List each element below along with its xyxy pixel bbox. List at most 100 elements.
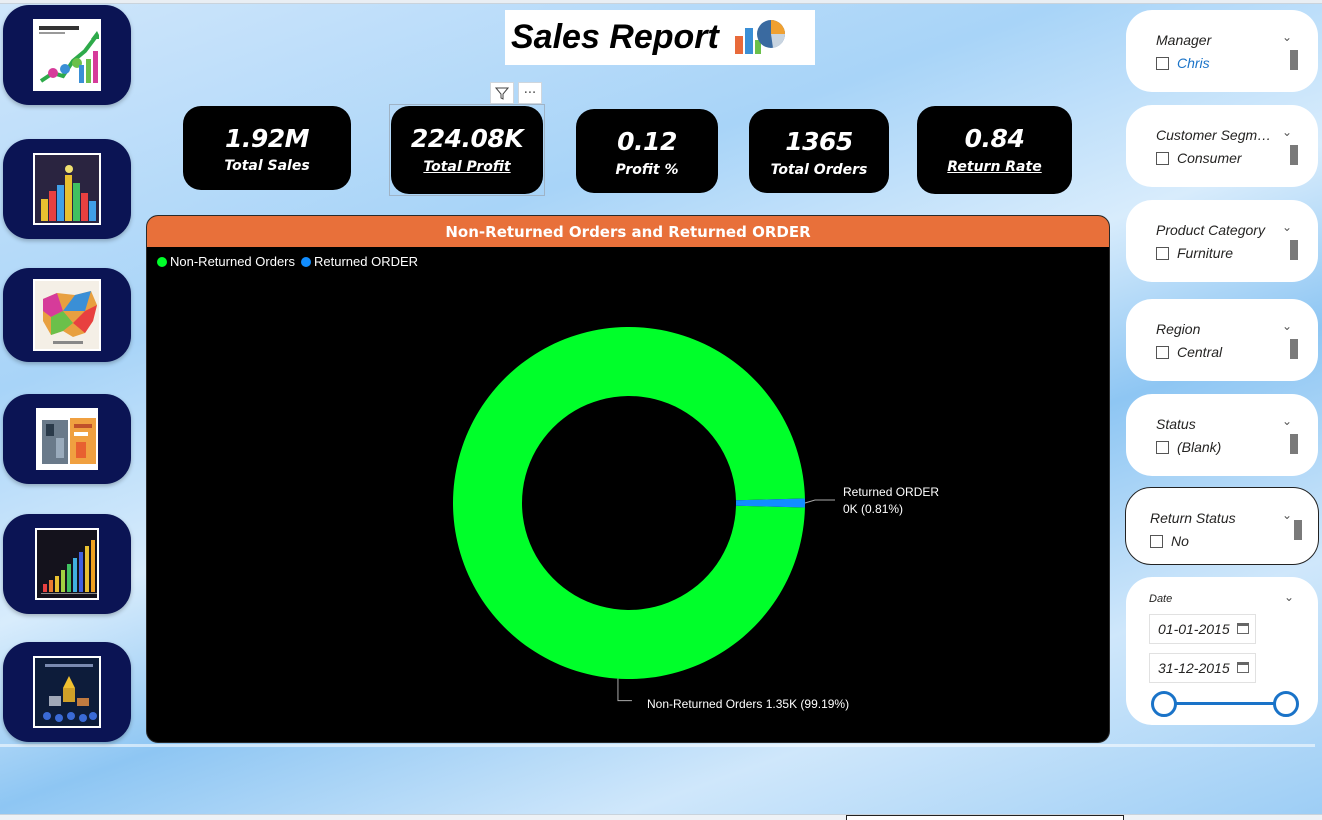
donut-slice-non-returned[interactable]: [453, 327, 805, 679]
slicer-option[interactable]: Consumer: [1177, 150, 1242, 166]
date-range-end-handle[interactable]: [1273, 691, 1299, 717]
slicer-title: Product Category: [1156, 222, 1265, 238]
slicer-option[interactable]: Chris: [1177, 55, 1210, 71]
slicer-scrollbar[interactable]: [1290, 145, 1298, 165]
nav-button-sales-trend[interactable]: [3, 5, 131, 105]
report-title-box: Sales Report: [505, 10, 815, 65]
chevron-down-icon[interactable]: ⌄: [1281, 319, 1292, 333]
slicer-customer-segment[interactable]: Customer Segment ⌄ Consumer: [1126, 105, 1318, 187]
slicer-scrollbar[interactable]: [1290, 339, 1298, 359]
kpi-value: 0.84: [964, 124, 1025, 153]
slicer-checkbox[interactable]: [1156, 57, 1169, 70]
slicer-option[interactable]: Furniture: [1177, 245, 1234, 261]
divider-line: [0, 744, 1315, 747]
kpi-card-return-rate[interactable]: 0.84 Return Rate: [917, 106, 1072, 194]
data-label-returned-name: Returned ORDER: [843, 485, 939, 499]
donut-chart-visual[interactable]: Non-Returned Orders and Returned ORDER N…: [146, 215, 1110, 743]
nav-button-top-performers[interactable]: [3, 642, 131, 742]
slicer-option[interactable]: Central: [1177, 344, 1223, 360]
more-options-button[interactable]: ···: [518, 82, 542, 104]
legend-label: Returned ORDER: [314, 254, 419, 269]
slicer-title: Return Status: [1150, 510, 1236, 526]
slicer-checkbox[interactable]: [1156, 247, 1169, 260]
legend-item-returned[interactable]: Returned ORDER: [301, 254, 418, 269]
legend-item-non-returned[interactable]: Non-Returned Orders: [157, 254, 295, 269]
slicer-checkbox[interactable]: [1150, 535, 1163, 548]
top-toolbar-strip: [0, 0, 1322, 4]
kpi-label: Total Sales: [224, 158, 310, 174]
slicer-title: Region: [1156, 321, 1201, 337]
chart-logo-icon: [735, 20, 786, 54]
filter-button[interactable]: [490, 82, 514, 104]
region-map-thumbnail-icon: [33, 279, 101, 351]
slicer-date[interactable]: Date ⌄ 01-01-2015 31-12-2015: [1126, 577, 1318, 725]
date-end-input[interactable]: 31-12-2015: [1149, 653, 1256, 683]
chevron-down-icon[interactable]: ⌄: [1281, 30, 1292, 44]
more-options-icon: ···: [523, 85, 537, 101]
kpi-label: Total Orders: [770, 162, 868, 178]
chevron-down-icon[interactable]: ⌄: [1281, 125, 1292, 139]
kpi-label: Return Rate: [947, 159, 1042, 175]
nav-button-growth-chart[interactable]: [3, 514, 131, 614]
date-start-input[interactable]: 01-01-2015: [1149, 614, 1256, 644]
slicer-scrollbar[interactable]: [1290, 50, 1298, 70]
slicer-region[interactable]: Region ⌄ Central: [1126, 299, 1318, 381]
slicer-option[interactable]: (Blank): [1177, 439, 1222, 455]
chevron-down-icon[interactable]: ⌄: [1281, 508, 1292, 522]
slicer-title: Status: [1156, 416, 1196, 432]
chevron-down-icon[interactable]: ⌄: [1281, 414, 1292, 428]
kpi-card-profit-percent[interactable]: 0.12 Profit %: [576, 109, 718, 193]
nav-button-return-analysis[interactable]: [3, 394, 131, 484]
slicer-title: Manager: [1156, 32, 1212, 48]
growth-chart-thumbnail-icon: [35, 528, 99, 600]
chevron-down-icon[interactable]: ⌄: [1283, 590, 1294, 604]
slicer-scrollbar[interactable]: [1290, 434, 1298, 454]
slicer-manager[interactable]: Manager ⌄ Chris: [1126, 10, 1318, 92]
date-end-value: 31-12-2015: [1158, 660, 1230, 676]
bottom-page-tabs-strip: [0, 814, 1322, 820]
kpi-value: 0.12: [617, 127, 677, 156]
calendar-icon[interactable]: [1237, 623, 1249, 634]
kpi-selection-frame: [389, 104, 545, 196]
donut-chart-svg: Returned ORDER 0K (0.81%) Non-Returned O…: [453, 327, 939, 711]
kpi-card-total-sales[interactable]: 1.92M Total Sales: [183, 106, 351, 190]
slicer-product-category[interactable]: Product Category ⌄ Furniture: [1126, 200, 1318, 282]
legend-dot-blue-icon: [301, 256, 311, 267]
donut-slice-returned[interactable]: [735, 498, 805, 508]
data-label-returned-value: 0K (0.81%): [843, 502, 903, 516]
active-page-tab[interactable]: [846, 815, 1124, 820]
kpi-card-total-profit[interactable]: 224.08K Total Profit: [391, 106, 543, 194]
nav-button-category-analysis[interactable]: [3, 139, 131, 239]
slicer-checkbox[interactable]: [1156, 152, 1169, 165]
slicer-scrollbar[interactable]: [1294, 520, 1302, 540]
legend-label: Non-Returned Orders: [170, 254, 295, 269]
kpi-value: 1365: [785, 127, 853, 156]
category-bars-thumbnail-icon: [33, 153, 101, 225]
chart-legend: Non-Returned Orders Returned ORDER: [157, 254, 424, 269]
date-range-track[interactable]: [1164, 702, 1288, 705]
top-performers-thumbnail-icon: [33, 656, 101, 728]
leader-line-non-returned: [617, 678, 632, 702]
report-title: Sales Report: [511, 18, 719, 56]
date-range-start-handle[interactable]: [1151, 691, 1177, 717]
kpi-value: 224.08K: [410, 124, 524, 153]
slicer-scrollbar[interactable]: [1290, 240, 1298, 260]
leader-line-returned: [804, 499, 835, 504]
slicer-checkbox[interactable]: [1156, 346, 1169, 359]
slicer-return-status[interactable]: Return Status ⌄ No: [1125, 487, 1319, 565]
slicer-option[interactable]: No: [1171, 533, 1189, 549]
legend-dot-green-icon: [157, 256, 167, 267]
data-label-non-returned: Non-Returned Orders 1.35K (99.19%): [647, 697, 849, 711]
date-start-value: 01-01-2015: [1158, 621, 1230, 637]
kpi-label: Total Profit: [423, 159, 511, 175]
slicer-status[interactable]: Status ⌄ (Blank): [1126, 394, 1318, 476]
slicer-checkbox[interactable]: [1156, 441, 1169, 454]
kpi-label: Profit %: [615, 162, 679, 178]
kpi-card-total-orders[interactable]: 1365 Total Orders: [749, 109, 889, 193]
nav-button-region-map[interactable]: [3, 268, 131, 362]
slicer-title: Date: [1149, 593, 1173, 605]
chart-title: Non-Returned Orders and Returned ORDER: [147, 216, 1109, 247]
calendar-icon[interactable]: [1237, 662, 1249, 673]
filter-icon: [495, 87, 509, 100]
chevron-down-icon[interactable]: ⌄: [1281, 220, 1292, 234]
